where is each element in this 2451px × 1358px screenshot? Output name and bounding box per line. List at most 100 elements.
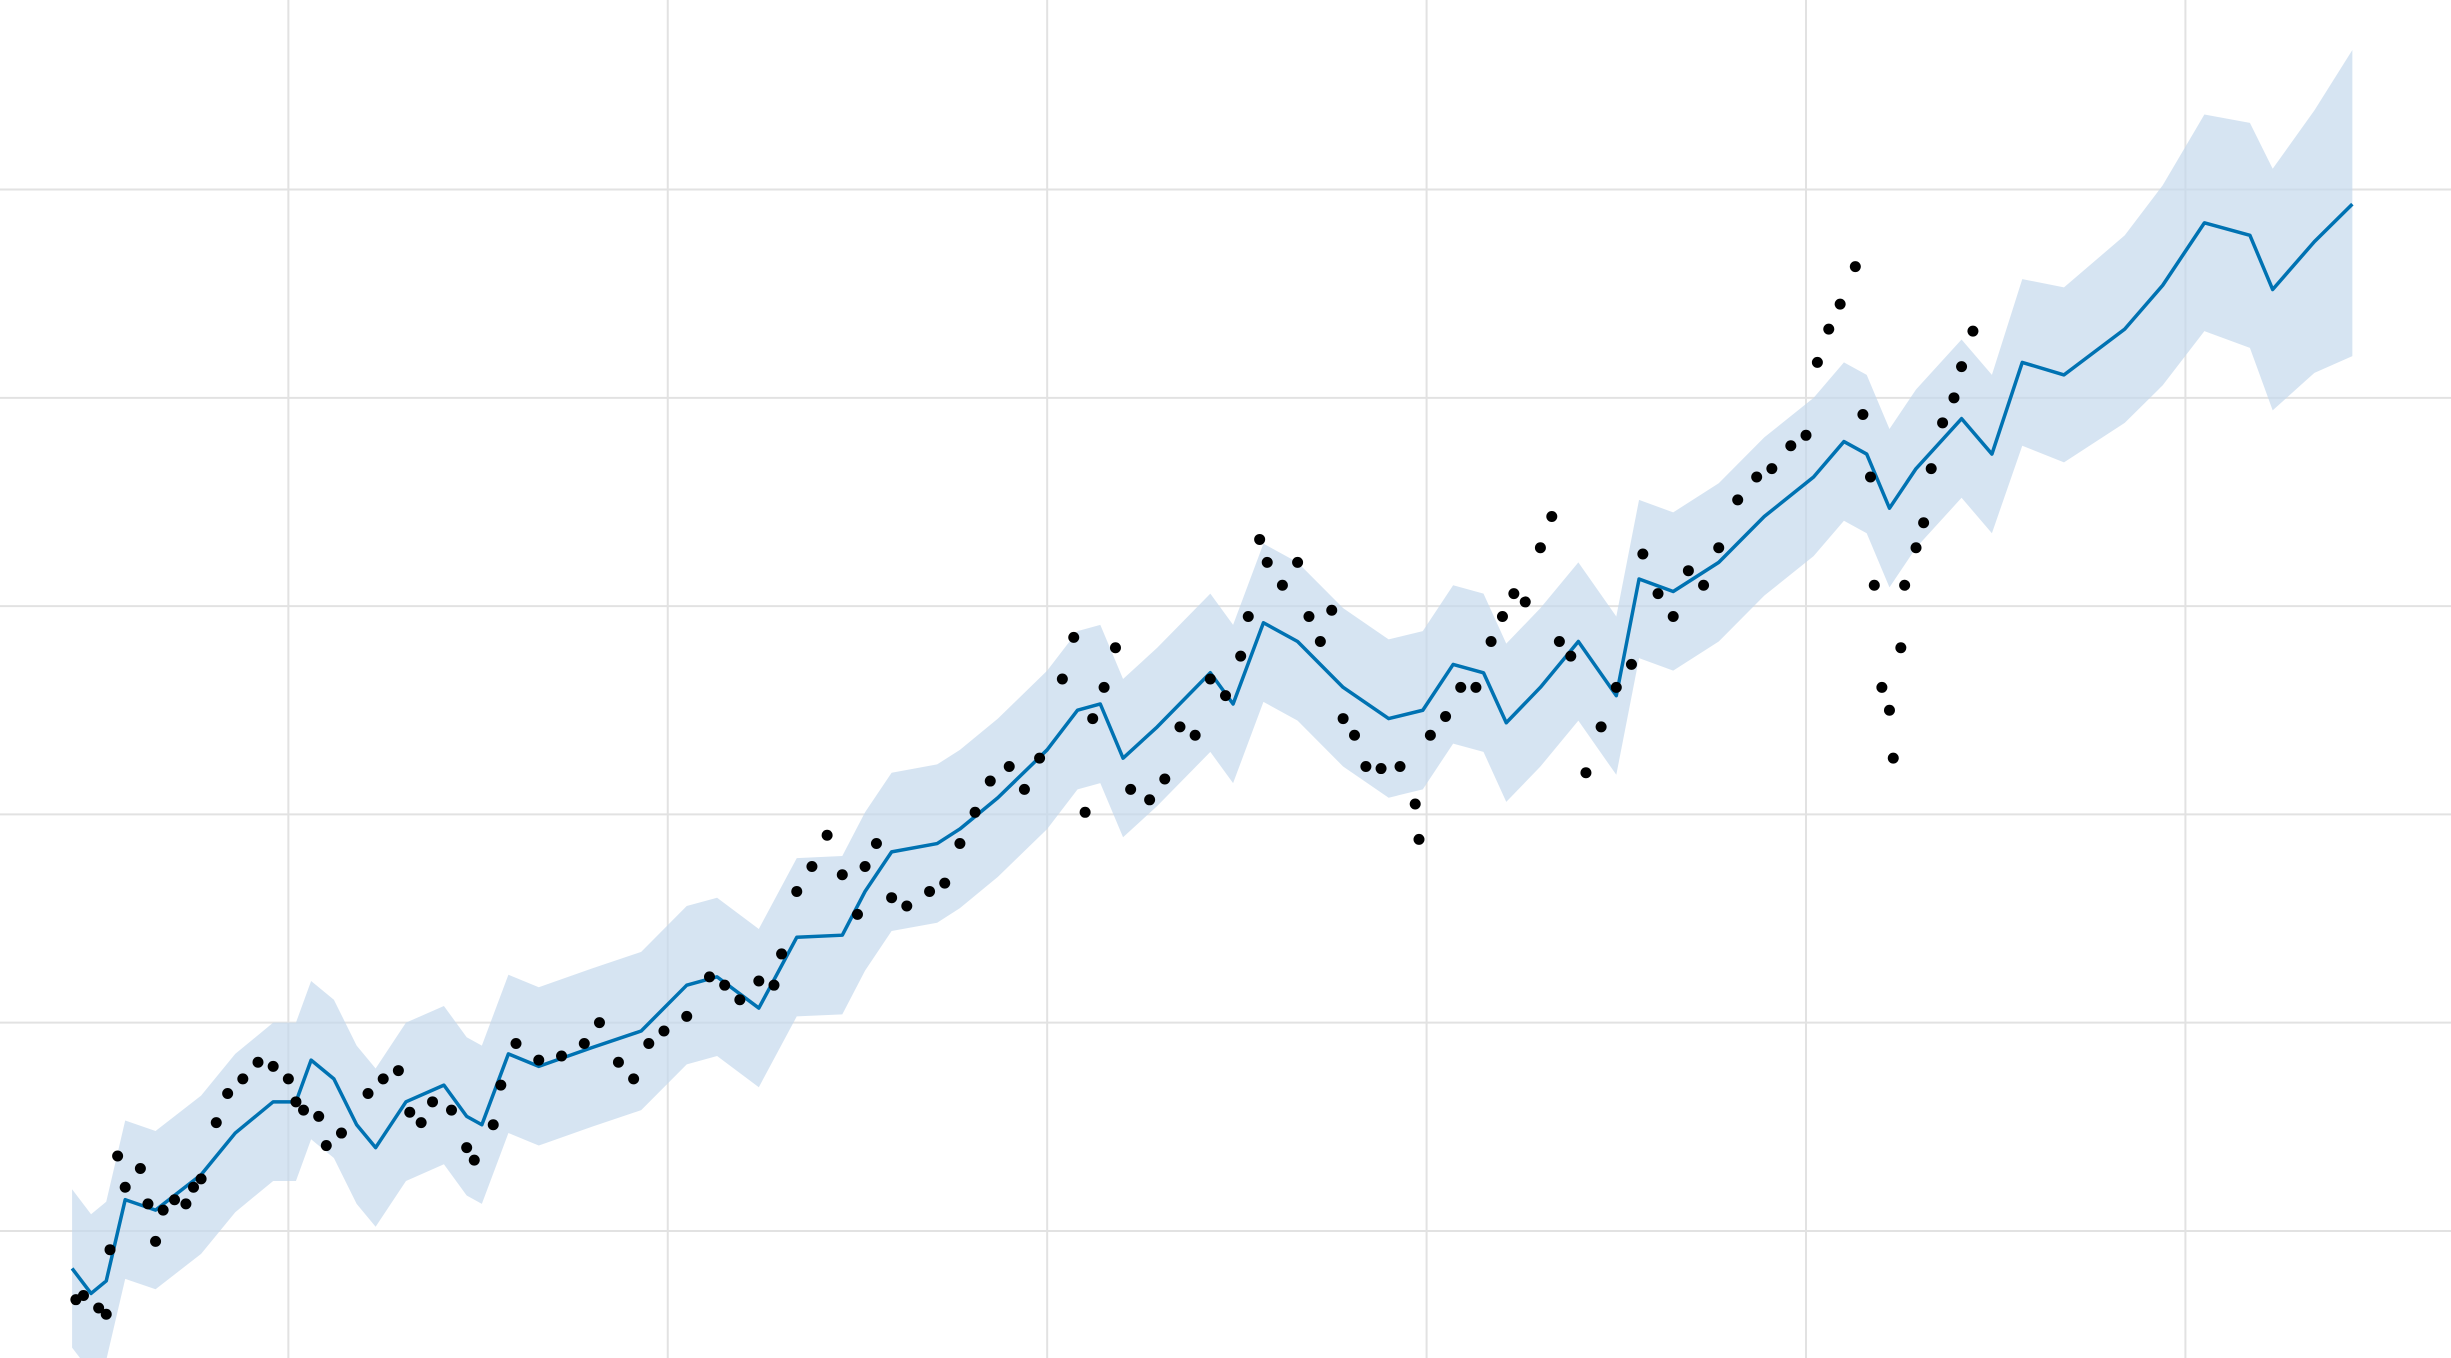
observed-point bbox=[377, 1073, 389, 1085]
observed-point bbox=[954, 838, 966, 850]
observed-point bbox=[851, 908, 863, 920]
observed-point bbox=[487, 1119, 499, 1131]
observed-point bbox=[1003, 760, 1015, 772]
observed-point bbox=[753, 975, 765, 987]
observed-point bbox=[1220, 690, 1231, 702]
observed-point bbox=[1242, 611, 1254, 623]
observed-point bbox=[1713, 542, 1725, 554]
observed-point bbox=[468, 1154, 480, 1166]
observed-point bbox=[1967, 325, 1979, 337]
observed-point bbox=[188, 1181, 199, 1193]
observed-point bbox=[222, 1087, 234, 1099]
observed-point bbox=[969, 806, 981, 818]
observed-point bbox=[1868, 579, 1880, 591]
observed-point bbox=[1413, 833, 1425, 845]
observed-point bbox=[1625, 658, 1637, 670]
observed-point bbox=[1534, 542, 1546, 554]
observed-point bbox=[1925, 463, 1937, 475]
observed-point bbox=[237, 1073, 249, 1085]
observed-point bbox=[1424, 729, 1436, 741]
observed-point bbox=[1948, 392, 1960, 404]
observed-point bbox=[1087, 713, 1099, 725]
observed-point bbox=[104, 1244, 116, 1256]
observed-point bbox=[1189, 729, 1201, 741]
observed-point bbox=[1519, 596, 1531, 608]
observed-point bbox=[1349, 729, 1360, 741]
observed-point bbox=[210, 1117, 222, 1129]
observed-point bbox=[1098, 681, 1110, 693]
observed-point bbox=[134, 1162, 146, 1174]
observed-point bbox=[157, 1204, 169, 1216]
observed-point bbox=[1849, 261, 1861, 273]
observed-point bbox=[1314, 636, 1326, 648]
observed-point bbox=[1546, 511, 1558, 523]
observed-point bbox=[924, 885, 936, 897]
observed-point bbox=[870, 838, 882, 850]
observed-point bbox=[1079, 806, 1091, 818]
observed-point bbox=[1811, 356, 1823, 368]
observed-point bbox=[1034, 752, 1046, 764]
observed-point bbox=[768, 979, 780, 991]
observed-point bbox=[169, 1194, 181, 1206]
observed-point bbox=[1204, 673, 1216, 685]
observed-point bbox=[1496, 611, 1508, 623]
observed-point bbox=[901, 900, 913, 912]
observed-point bbox=[612, 1056, 624, 1068]
observed-point bbox=[984, 775, 996, 787]
observed-point bbox=[392, 1065, 404, 1077]
observed-point bbox=[112, 1150, 124, 1162]
observed-point bbox=[195, 1173, 207, 1185]
observed-point bbox=[821, 829, 833, 841]
observed-point bbox=[1018, 783, 1030, 795]
observed-point bbox=[77, 1290, 89, 1302]
observed-point bbox=[1337, 713, 1349, 725]
observed-point bbox=[1876, 681, 1888, 693]
observed-point bbox=[1235, 650, 1247, 662]
observed-point bbox=[578, 1037, 590, 1049]
observed-point bbox=[415, 1117, 427, 1129]
observed-point bbox=[362, 1087, 374, 1099]
observed-point bbox=[1698, 579, 1710, 591]
observed-point bbox=[446, 1104, 457, 1116]
observed-point bbox=[100, 1308, 112, 1320]
observed-point bbox=[1360, 760, 1372, 772]
observed-point bbox=[1508, 588, 1520, 600]
observed-point bbox=[427, 1096, 439, 1108]
observed-point bbox=[1254, 533, 1266, 545]
observed-point bbox=[1375, 763, 1387, 775]
observed-point bbox=[1887, 752, 1899, 764]
observed-point bbox=[681, 1010, 693, 1022]
observed-point bbox=[1652, 588, 1664, 600]
observed-point bbox=[628, 1073, 640, 1085]
observed-point bbox=[1394, 760, 1406, 772]
observed-point bbox=[1823, 323, 1835, 335]
observed-point bbox=[313, 1110, 325, 1122]
observed-point bbox=[859, 860, 871, 872]
observed-point bbox=[142, 1198, 154, 1210]
observed-point bbox=[1068, 631, 1080, 643]
observed-point bbox=[1899, 579, 1911, 591]
observed-point bbox=[1834, 298, 1846, 310]
observed-point bbox=[298, 1104, 310, 1116]
observed-point bbox=[1159, 773, 1171, 785]
observed-point bbox=[267, 1060, 279, 1072]
observed-point bbox=[1937, 417, 1949, 429]
observed-point bbox=[1667, 611, 1679, 623]
observed-point bbox=[1766, 463, 1778, 475]
observed-point bbox=[1918, 517, 1930, 529]
observed-point bbox=[886, 892, 898, 904]
observed-point bbox=[1303, 611, 1315, 623]
observed-point bbox=[150, 1235, 162, 1247]
observed-point bbox=[1470, 681, 1482, 693]
observed-point bbox=[1910, 542, 1922, 554]
observed-point bbox=[939, 877, 951, 889]
observed-point bbox=[791, 885, 803, 897]
observed-point bbox=[252, 1056, 264, 1068]
observed-point bbox=[495, 1079, 507, 1091]
observed-point bbox=[704, 971, 715, 983]
observed-point bbox=[1785, 440, 1797, 452]
observed-point bbox=[533, 1054, 545, 1066]
observed-point bbox=[658, 1025, 670, 1037]
observed-point bbox=[1732, 494, 1744, 506]
